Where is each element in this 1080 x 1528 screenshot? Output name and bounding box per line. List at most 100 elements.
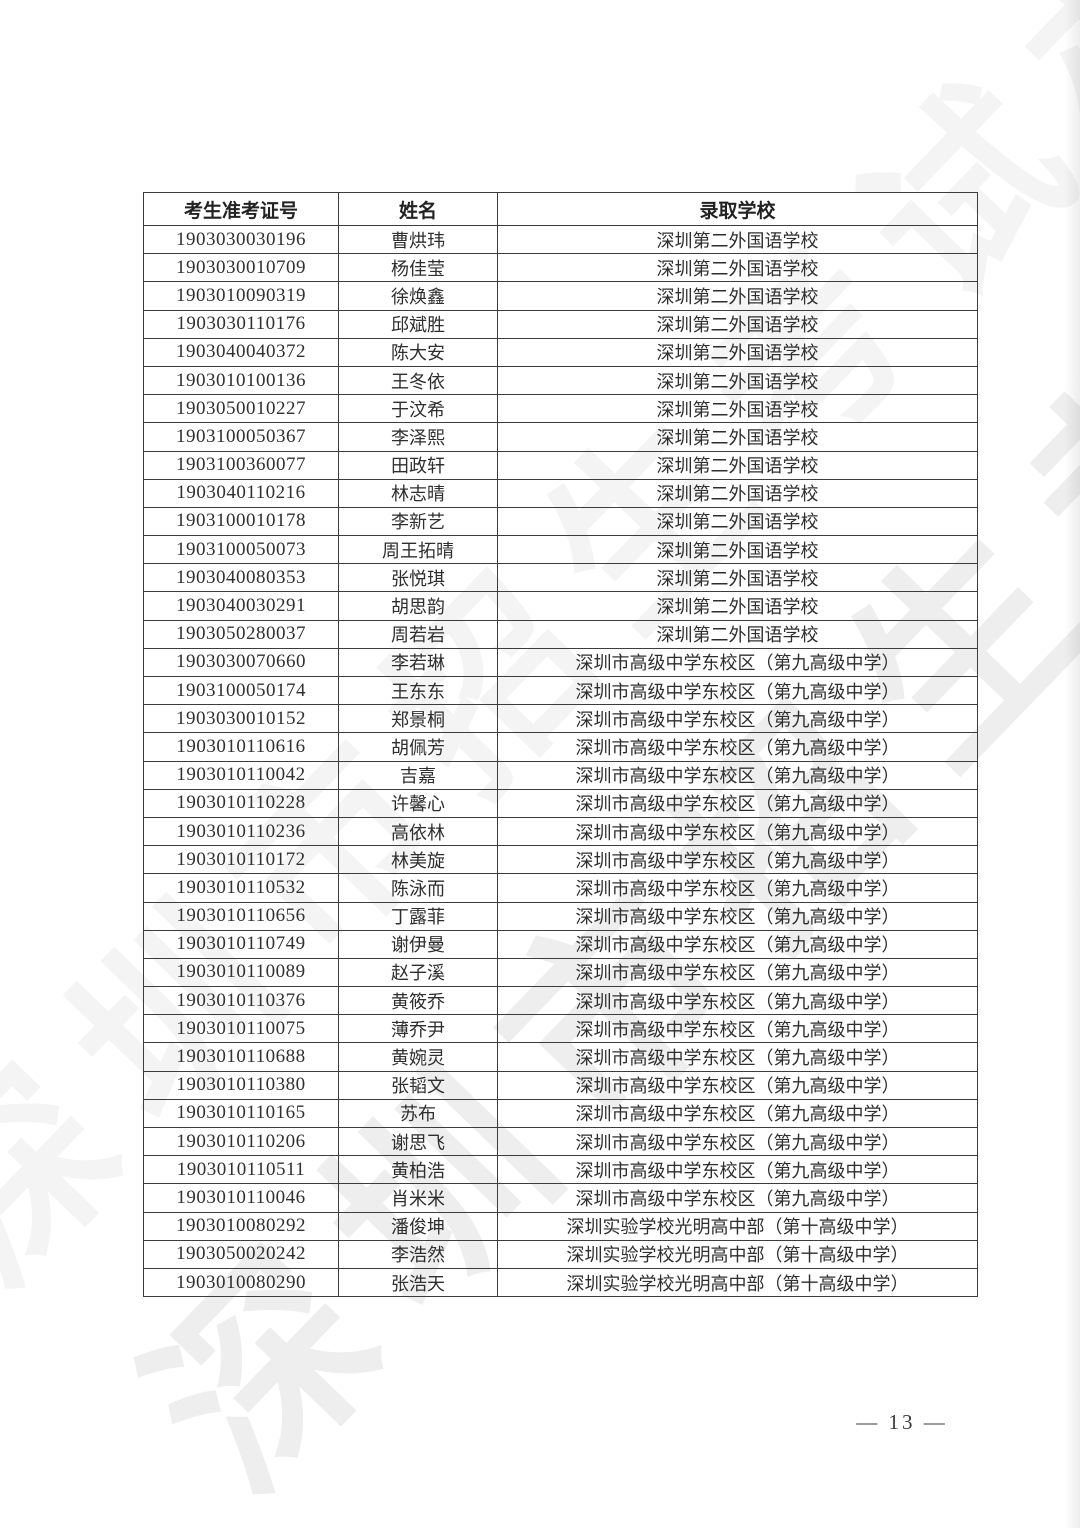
cell-exam-number: 1903010110376 [143, 986, 339, 1016]
cell-exam-number: 1903030070660 [143, 647, 339, 678]
admission-roster-table: 考生准考证号 姓名 录取学校 1903030030196 曹烘玮 深圳第二外国语学校… [143, 192, 978, 1298]
cell-exam-number: 1903100050174 [143, 675, 339, 706]
cell-name: 王冬依 [338, 365, 498, 396]
cell-exam-number: 1903010110089 [143, 957, 339, 988]
table-row: 1903010090319 徐焕鑫 深圳第二外国语学校 [143, 281, 978, 311]
cell-exam-number: 1903010110616 [143, 732, 339, 762]
cell-exam-number: 1903010110511 [143, 1155, 339, 1185]
table-row: 1903040080353 张悦琪 深圳第二外国语学校 [143, 563, 978, 593]
cell-name: 吉嘉 [338, 760, 498, 790]
table-row: 1903040110216 林志晴 深圳第二外国语学校 [143, 478, 978, 508]
table-row: 1903100010178 李新艺 深圳第二外国语学校 [143, 506, 978, 537]
cell-name: 张韬文 [338, 1070, 498, 1100]
cell-school: 深圳市高级中学东校区（第九高级中学） [497, 845, 978, 875]
cell-name: 黄柏浩 [338, 1155, 498, 1185]
cell-school: 深圳市高级中学东校区（第九高级中学） [497, 929, 978, 959]
cell-name: 谢思飞 [338, 1126, 498, 1157]
cell-school: 深圳市高级中学东校区（第九高级中学） [497, 788, 978, 818]
cell-school: 深圳实验学校光明高中部（第十高级中学） [497, 1239, 978, 1269]
cell-exam-number: 1903010110165 [143, 1098, 339, 1129]
cell-school: 深圳第二外国语学校 [497, 309, 978, 339]
cell-school: 深圳第二外国语学校 [497, 281, 978, 311]
cell-name: 黄筱乔 [338, 986, 498, 1016]
cell-name: 周若岩 [338, 619, 498, 649]
cell-exam-number: 1903010110172 [143, 845, 339, 875]
cell-exam-number: 1903040110216 [143, 478, 339, 508]
cell-exam-number: 1903100050367 [143, 422, 339, 452]
cell-exam-number: 1903010110749 [143, 929, 339, 959]
cell-school: 深圳市高级中学东校区（第九高级中学） [497, 760, 978, 790]
table-body: 1903030030196 曹烘玮 深圳第二外国语学校 1903030010709 杨佳… [143, 224, 978, 1298]
table-row: 1903010100136 王冬依 深圳第二外国语学校 [143, 365, 978, 396]
cell-name: 高依林 [338, 816, 498, 847]
table-row: 1903010110165 苏布 深圳市高级中学东校区（第九高级中学） [143, 1098, 978, 1129]
table-row: 1903010110656 丁露菲 深圳市高级中学东校区（第九高级中学） [143, 901, 978, 931]
cell-school: 深圳市高级中学东校区（第九高级中学） [497, 704, 978, 734]
cell-school: 深圳市高级中学东校区（第九高级中学） [497, 1014, 978, 1044]
scan-edge-shadow [1064, 0, 1080, 1528]
table-row: 1903010080292 潘俊坤 深圳实验学校光明高中部（第十高级中学） [143, 1211, 978, 1241]
table-row: 1903030070660 李若琳 深圳市高级中学东校区（第九高级中学） [143, 647, 978, 678]
cell-exam-number: 1903010110228 [143, 788, 339, 818]
table-row: 1903040030291 胡思韵 深圳第二外国语学校 [143, 591, 978, 621]
cell-name: 黄婉灵 [338, 1042, 498, 1072]
cell-name: 丁露菲 [338, 901, 498, 931]
table-row: 1903010110206 谢思飞 深圳市高级中学东校区（第九高级中学） [143, 1126, 978, 1157]
cell-school: 深圳第二外国语学校 [497, 506, 978, 537]
cell-name: 潘俊坤 [338, 1211, 498, 1241]
cell-name: 王东东 [338, 675, 498, 706]
cell-school: 深圳第二外国语学校 [497, 224, 978, 255]
cell-name: 杨佳莹 [338, 253, 498, 283]
table-row: 1903010110511 黄柏浩 深圳市高级中学东校区（第九高级中学） [143, 1155, 978, 1185]
cell-school: 深圳市高级中学东校区（第九高级中学） [497, 816, 978, 847]
cell-name: 李泽熙 [338, 422, 498, 452]
cell-school: 深圳市高级中学东校区（第九高级中学） [497, 732, 978, 762]
table-row: 1903030010152 郑景桐 深圳市高级中学东校区（第九高级中学） [143, 704, 978, 734]
cell-exam-number: 1903040030291 [143, 591, 339, 621]
cell-name: 周王拓晴 [338, 535, 498, 565]
cell-school: 深圳市高级中学东校区（第九高级中学） [497, 1098, 978, 1129]
cell-exam-number: 1903030010152 [143, 704, 339, 734]
table-row: 1903010110749 谢伊曼 深圳市高级中学东校区（第九高级中学） [143, 929, 978, 959]
cell-name: 许馨心 [338, 788, 498, 818]
cell-school: 深圳市高级中学东校区（第九高级中学） [497, 957, 978, 988]
table-row: 1903030110176 邱斌胜 深圳第二外国语学校 [143, 309, 978, 339]
table-row: 1903010080290 张浩天 深圳实验学校光明高中部（第十高级中学） [143, 1267, 978, 1298]
cell-name: 李浩然 [338, 1239, 498, 1269]
table-row: 1903010110042 吉嘉 深圳市高级中学东校区（第九高级中学） [143, 760, 978, 790]
cell-name: 林美旋 [338, 845, 498, 875]
cell-exam-number: 1903010110532 [143, 873, 339, 903]
column-header-name: 姓名 [338, 192, 498, 226]
cell-school: 深圳第二外国语学校 [497, 394, 978, 424]
cell-name: 郑景桐 [338, 704, 498, 734]
table-row: 1903010110376 黄筱乔 深圳市高级中学东校区（第九高级中学） [143, 986, 978, 1016]
cell-school: 深圳第二外国语学校 [497, 535, 978, 565]
table-row: 1903040040372 陈大安 深圳第二外国语学校 [143, 337, 978, 367]
cell-name: 徐焕鑫 [338, 281, 498, 311]
cell-name: 陈泳而 [338, 873, 498, 903]
table-row: 1903050010227 于汶希 深圳第二外国语学校 [143, 394, 978, 424]
table-row: 1903010110046 肖米米 深圳市高级中学东校区（第九高级中学） [143, 1183, 978, 1213]
cell-school: 深圳市高级中学东校区（第九高级中学） [497, 675, 978, 706]
cell-school: 深圳第二外国语学校 [497, 365, 978, 396]
cell-school: 深圳市高级中学东校区（第九高级中学） [497, 873, 978, 903]
cell-school: 深圳第二外国语学校 [497, 337, 978, 367]
cell-name: 李若琳 [338, 647, 498, 678]
cell-exam-number: 1903010080292 [143, 1211, 339, 1241]
cell-exam-number: 1903040080353 [143, 563, 339, 593]
cell-exam-number: 1903010110656 [143, 901, 339, 931]
table-row: 1903010110532 陈泳而 深圳市高级中学东校区（第九高级中学） [143, 873, 978, 903]
table-row: 1903100050174 王东东 深圳市高级中学东校区（第九高级中学） [143, 675, 978, 706]
cell-school: 深圳市高级中学东校区（第九高级中学） [497, 1126, 978, 1157]
cell-exam-number: 1903010110042 [143, 760, 339, 790]
cell-exam-number: 1903010110688 [143, 1042, 339, 1072]
table-row: 1903100360077 田政轩 深圳第二外国语学校 [143, 450, 978, 480]
cell-exam-number: 1903050280037 [143, 619, 339, 649]
cell-school: 深圳第二外国语学校 [497, 563, 978, 593]
cell-exam-number: 1903030030196 [143, 224, 339, 255]
table-row: 1903030010709 杨佳莹 深圳第二外国语学校 [143, 253, 978, 283]
cell-school: 深圳市高级中学东校区（第九高级中学） [497, 901, 978, 931]
cell-exam-number: 1903010100136 [143, 365, 339, 396]
cell-school: 深圳市高级中学东校区（第九高级中学） [497, 1183, 978, 1213]
cell-name: 胡佩芳 [338, 732, 498, 762]
